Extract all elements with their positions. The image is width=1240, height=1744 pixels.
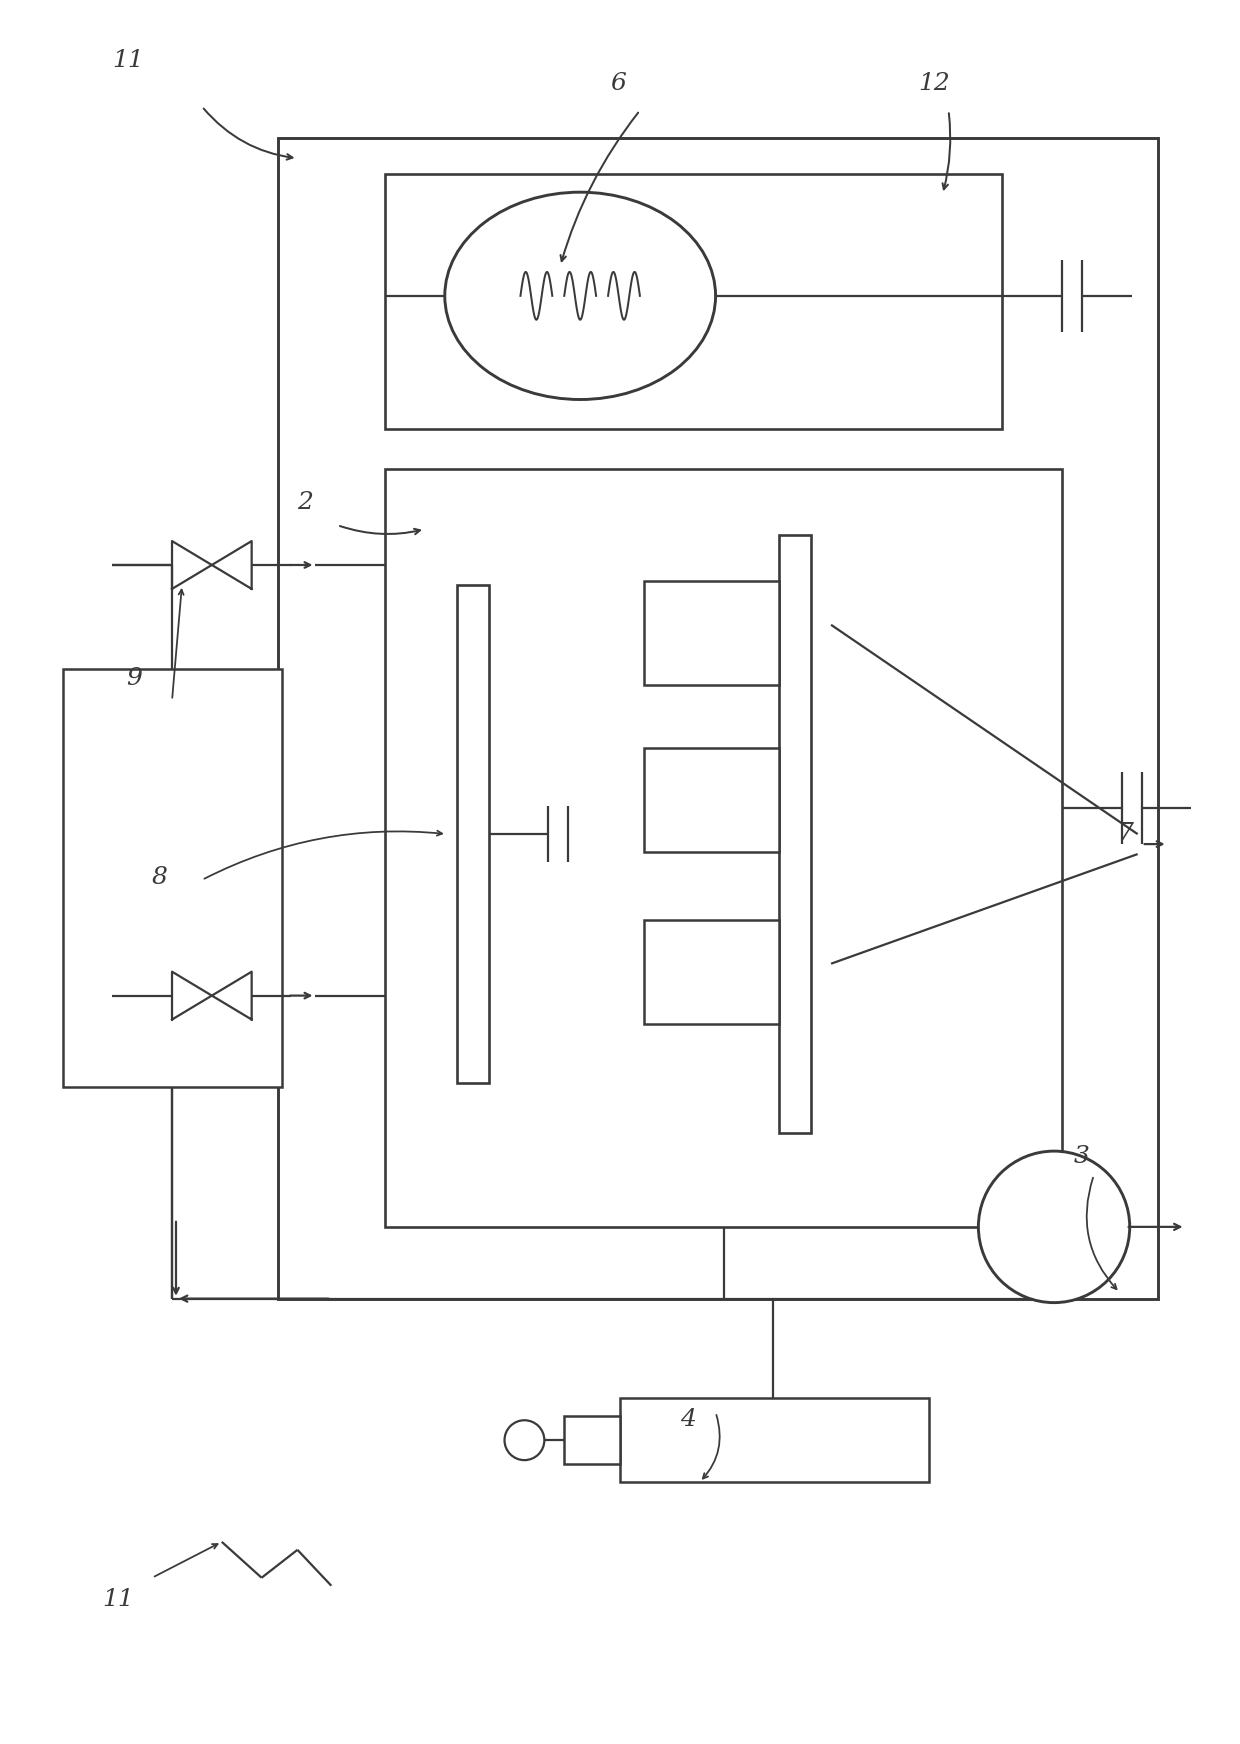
Bar [620,1399,929,1482]
Ellipse shape [445,192,715,399]
Text: 4: 4 [680,1407,696,1432]
Circle shape [978,1151,1130,1303]
Text: 7: 7 [1117,821,1133,846]
Bar [278,138,1158,1299]
Text: 3: 3 [1074,1146,1090,1168]
Text: 12: 12 [919,73,950,96]
Bar [779,535,811,1134]
Text: 11: 11 [103,1587,134,1611]
Text: 9: 9 [126,666,143,689]
Bar [564,1416,620,1465]
Bar [386,174,1002,429]
Bar [644,919,779,1024]
Bar [386,469,1061,1226]
Bar [456,584,489,1083]
Bar [644,748,779,853]
Bar [644,581,779,685]
Text: 11: 11 [113,49,144,72]
Circle shape [505,1420,544,1460]
Text: 6: 6 [610,73,626,96]
Text: 8: 8 [153,867,167,889]
Text: 2: 2 [298,492,314,514]
Bar [62,668,281,1087]
